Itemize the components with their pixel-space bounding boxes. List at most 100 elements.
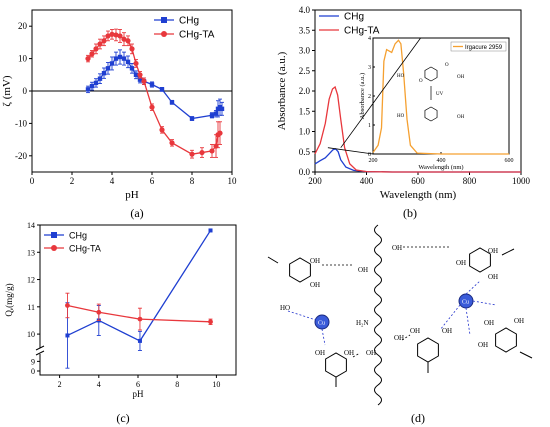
copper-ion-label: Cu [462, 300, 469, 306]
data-point [189, 151, 195, 157]
hydroxyl-label: OH [484, 319, 494, 327]
molecule-ring [424, 66, 438, 82]
coordination-bond [287, 310, 317, 321]
data-point [97, 41, 103, 47]
legend-marker [51, 245, 57, 251]
legend-label: CHg [179, 16, 199, 27]
data-point [89, 83, 95, 89]
y-tick-label: 1.5 [299, 106, 311, 116]
data-point [137, 72, 143, 78]
data-point [65, 303, 70, 308]
y-tick-label: 14 [27, 221, 35, 230]
data-point [129, 46, 135, 52]
hydroxyl-label: OH [310, 257, 320, 265]
data-point [93, 80, 99, 86]
inset-y-tick-label: 0 [368, 152, 371, 158]
y-tick-label: 2.0 [299, 86, 311, 96]
inset-x-tick-label: 600 [505, 158, 514, 164]
y-axis-label: Qₑ(mg/g) [4, 283, 14, 316]
y-tick-label: 10 [27, 330, 35, 339]
benzene-ring [417, 337, 439, 363]
data-point [199, 149, 205, 156]
data-point [141, 78, 147, 84]
y-tick-label: 4.0 [299, 5, 311, 15]
data-point [209, 148, 215, 154]
data-point [217, 130, 223, 136]
data-point [97, 76, 103, 81]
legend-label: CHg [344, 12, 364, 23]
data-point [93, 46, 99, 52]
y-tick-label: 12 [27, 276, 35, 285]
data-point [101, 38, 107, 44]
x-tick-label: 10 [228, 176, 238, 186]
coordination-bond [472, 300, 497, 306]
data-point [105, 33, 111, 39]
hydroxyl-label: OH [392, 244, 402, 252]
legend: CHg CHg-TA [44, 231, 101, 254]
bond [267, 256, 279, 264]
hydroxyl-label: OH [344, 349, 354, 357]
x-tick-label: 6 [150, 176, 155, 186]
y-tick-label: 3.5 [299, 25, 311, 35]
legend-marker [161, 31, 167, 37]
legend-label: CHg-TA [179, 30, 215, 41]
inset-y-tick-label: 4 [368, 36, 371, 42]
data-point [121, 56, 127, 61]
reaction-label: UV [436, 92, 444, 97]
hydroxyl-label: OH [310, 281, 320, 289]
y-tick-label: 2.5 [299, 66, 311, 76]
amine-label: H₂N [356, 319, 369, 327]
series-line-chg-ta [314, 85, 521, 173]
data-point [125, 38, 131, 44]
data-point [109, 61, 115, 66]
x-axis-label: pH [133, 389, 145, 399]
panel-label-d: (d) [411, 411, 425, 425]
data-point [209, 113, 215, 118]
hydroxyl-label: OH [366, 349, 376, 357]
x-tick-label: 1000 [512, 176, 531, 186]
x-tick-label: 200 [308, 176, 322, 186]
x-tick-label: 2 [58, 380, 62, 389]
data-point [117, 54, 123, 60]
y-axis-label: ζ (mV) [1, 75, 13, 106]
legend-marker [161, 17, 167, 23]
adsorption-capacity-chart: 2 4 6 8 10 9 10 11 12 13 14 pH Qₑ(mg/g) 0 CHg CHg-TA [4, 221, 237, 399]
molecule-ring [424, 106, 438, 122]
data-point [85, 56, 91, 62]
data-point [189, 116, 195, 121]
inset-x-tick-label: 200 [369, 158, 378, 164]
molecule-label: OH [457, 115, 465, 120]
data-point [96, 309, 102, 315]
inset-legend-box [450, 41, 507, 52]
inset-y-axis-label: Absorbance (a.u.) [359, 73, 366, 119]
inset-legend-label: Irgacure 2959 [465, 45, 503, 51]
x-tick-label: 4 [110, 176, 115, 186]
hydrogen-bond [352, 352, 361, 358]
x-tick-label: 800 [463, 176, 477, 186]
series-line-chg [67, 230, 212, 342]
data-point [117, 33, 123, 39]
data-point [129, 66, 135, 71]
legend: CHg CHg-TA [154, 16, 215, 41]
bond [501, 248, 515, 256]
hydroxyl-label: OH [478, 341, 488, 349]
zoom-connector [340, 37, 421, 148]
axis-break-mark [35, 350, 45, 356]
y-tick-label: 10 [18, 54, 28, 64]
hydroxyl-label: OH [514, 317, 524, 325]
x-tick-label: 8 [175, 380, 179, 389]
y-tick-label: 0.5 [299, 147, 311, 157]
data-point [109, 31, 115, 37]
y-tick-label: 0 [23, 86, 28, 96]
data-point [159, 127, 165, 133]
y-tick-label: 1.0 [299, 127, 311, 137]
data-point [85, 87, 91, 92]
polymer-chain [374, 224, 382, 406]
data-point [121, 36, 127, 42]
molecule-label: HO [397, 74, 405, 79]
inset-x-axis-label: Wavelength (nm) [418, 164, 463, 171]
legend-label: CHg-TA [69, 244, 101, 254]
data-point [169, 100, 175, 105]
x-tick-label: 6 [136, 380, 140, 389]
legend-label: CHg [69, 231, 87, 241]
